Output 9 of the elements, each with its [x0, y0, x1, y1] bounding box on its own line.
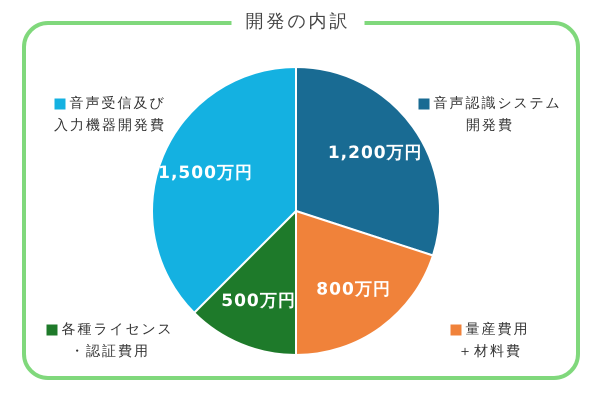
legend-label: 音声認識システム開発費: [434, 96, 562, 134]
legend-label: 音声受信及び入力機器開発費: [54, 96, 166, 134]
data-label: 1,500万円: [158, 162, 253, 183]
legend-label: 量産費用＋材料費: [458, 322, 530, 360]
data-label: 1,200万円: [328, 142, 423, 163]
data-label: 500万円: [221, 290, 296, 311]
legend-label: 各種ライセンス・認証費用: [62, 322, 174, 360]
data-label: 800万円: [316, 280, 391, 300]
chart-title: 開発の内訳: [232, 10, 364, 34]
